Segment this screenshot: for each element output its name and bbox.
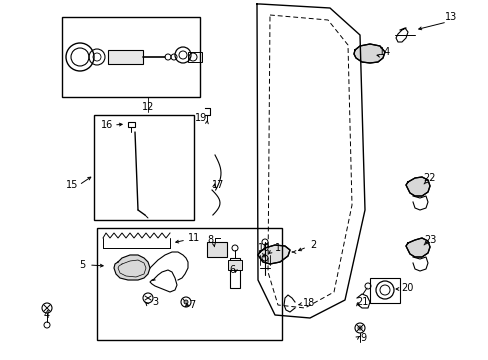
Polygon shape (353, 44, 384, 63)
Text: 9: 9 (359, 333, 366, 343)
Bar (206, 242, 226, 257)
Text: 2: 2 (309, 240, 315, 250)
Text: 19: 19 (195, 113, 207, 123)
Text: 6: 6 (228, 265, 235, 275)
Text: 21: 21 (355, 297, 367, 307)
Bar (128, 122, 135, 127)
Text: 5: 5 (79, 260, 85, 270)
Bar (108, 50, 142, 64)
Bar (227, 260, 242, 270)
Text: 15: 15 (66, 180, 78, 190)
Bar (97, 228, 282, 340)
Circle shape (183, 300, 187, 304)
Text: 8: 8 (206, 235, 213, 245)
Text: 17: 17 (211, 180, 224, 190)
Polygon shape (258, 245, 289, 264)
Text: 14: 14 (378, 47, 390, 57)
Text: 7: 7 (188, 300, 195, 310)
Bar (94, 115, 194, 220)
Text: 23: 23 (423, 235, 435, 245)
Text: 20: 20 (400, 283, 412, 293)
Polygon shape (405, 177, 429, 196)
Text: 13: 13 (444, 12, 456, 22)
Bar (369, 278, 399, 303)
Polygon shape (405, 238, 429, 257)
Bar (62, 17, 200, 97)
Text: 12: 12 (142, 102, 154, 112)
Text: 11: 11 (187, 233, 200, 243)
Text: 4: 4 (44, 310, 50, 320)
Text: 22: 22 (423, 173, 435, 183)
Text: 3: 3 (152, 297, 158, 307)
Bar (187, 52, 202, 62)
Bar (229, 258, 240, 288)
Text: 18: 18 (302, 298, 314, 308)
Polygon shape (114, 255, 150, 280)
Text: 10: 10 (257, 243, 269, 253)
Text: 16: 16 (101, 120, 113, 130)
Text: 1: 1 (274, 243, 281, 253)
